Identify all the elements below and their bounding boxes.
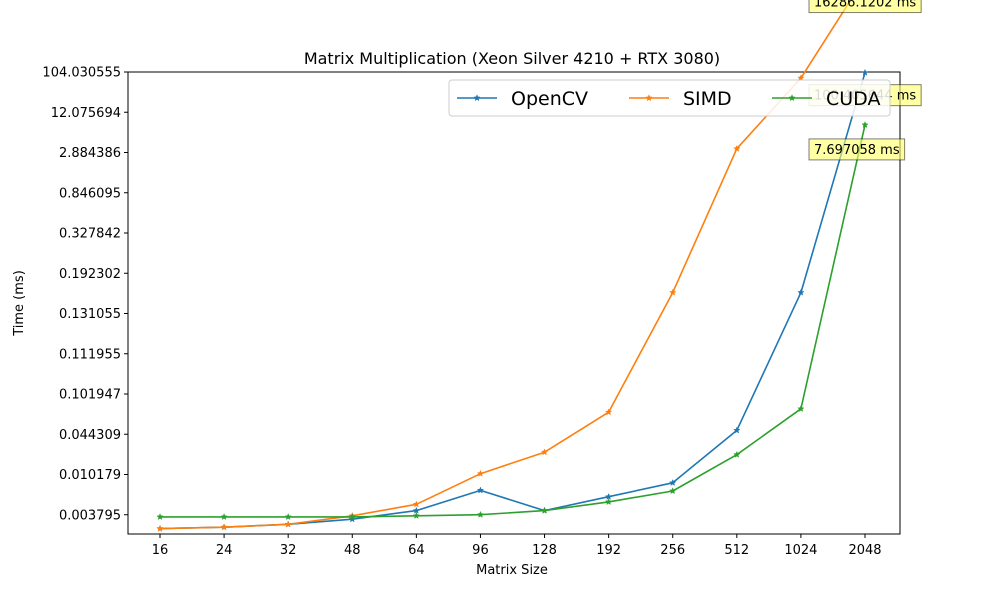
series-line-simd: [159, 0, 852, 530]
data-point-opencv: [797, 288, 805, 296]
data-point-opencv: [861, 68, 869, 76]
y-tick-label: 0.131055: [59, 307, 121, 322]
annotation-box: [808, 138, 906, 161]
data-point-simd: [284, 520, 292, 528]
x-tick-label: 1024: [784, 543, 817, 558]
data-point-cuda: [156, 513, 164, 521]
x-axis-title: Matrix Size: [476, 563, 548, 578]
data-point-cuda: [540, 506, 549, 514]
x-tick-label: 48: [344, 543, 361, 558]
legend-marker-opencv: [473, 94, 481, 102]
x-tick-label: 96: [472, 543, 489, 558]
series-line-cuda: [160, 124, 866, 518]
y-tick-label: 0.044309: [59, 428, 121, 443]
chart-title: Matrix Multiplication (Xeon Silver 4210 …: [304, 49, 720, 68]
data-point-simd: [412, 500, 421, 508]
data-point-cuda: [348, 513, 356, 521]
y-tick-label: 0.101947: [59, 388, 121, 403]
x-tick-label: 256: [660, 543, 685, 558]
x-tick-label: 128: [532, 543, 557, 558]
data-point-cuda: [412, 511, 421, 519]
annotation-label: 7.697058 ms: [814, 143, 900, 158]
data-point-simd: [669, 288, 677, 296]
data-point-cuda: [476, 510, 485, 518]
y-tick-label: 0.327842: [59, 227, 121, 242]
legend-marker-cuda: [788, 94, 796, 102]
x-tick-label: 192: [596, 543, 621, 558]
y-axis-title: Time (ms): [12, 270, 27, 337]
y-tick-label: 2.884386: [59, 146, 121, 161]
annotation-box: [808, 0, 922, 14]
data-point-cuda: [797, 404, 805, 412]
legend-frame: [448, 79, 891, 117]
data-point-cuda: [604, 498, 613, 506]
data-point-cuda: [861, 121, 869, 129]
data-point-opencv: [733, 426, 741, 434]
data-point-opencv: [348, 515, 356, 523]
x-tick-label: 2048: [848, 543, 881, 558]
legend-label-opencv: OpenCV: [511, 88, 588, 110]
y-tick-label: 0.010179: [59, 468, 121, 483]
y-tick-label: 0.003795: [59, 508, 121, 523]
data-point-opencv: [669, 478, 677, 486]
plot-frame: [127, 71, 901, 535]
plot-area: 16 24 32 48 64 96 128 192 256 512 1024 2048 0.003795…: [42, 0, 922, 558]
x-tick-label: 24: [216, 543, 233, 558]
data-point-simd: [220, 523, 228, 531]
x-tick-label: 32: [280, 543, 297, 558]
data-point-simd: [156, 524, 164, 532]
data-point-cuda: [220, 513, 228, 521]
y-tick-label: 0.111955: [59, 347, 121, 362]
y-tick-label: 12.075694: [51, 106, 121, 121]
y-tick-label: 0.846095: [59, 186, 121, 201]
data-point-opencv: [476, 486, 485, 494]
legend: OpenCV SIMD CUDA: [448, 79, 891, 117]
data-point-simd: [476, 469, 485, 477]
x-tick-label: 512: [724, 543, 749, 558]
annotation-label: 16286.1202 ms: [814, 0, 916, 11]
legend-label-cuda: CUDA: [826, 88, 880, 110]
data-point-cuda: [669, 487, 677, 495]
data-point-simd: [540, 448, 549, 456]
y-tick-label: 104.030555: [42, 66, 121, 81]
series-line-opencv: [159, 72, 866, 530]
data-point-cuda: [284, 513, 292, 521]
legend-marker-simd: [645, 94, 653, 102]
x-tick-label: 16: [152, 543, 169, 558]
y-tick-label: 0.192302: [59, 267, 121, 282]
legend-label-simd: SIMD: [683, 88, 732, 110]
data-point-simd: [733, 144, 741, 152]
data-point-simd: [604, 408, 613, 416]
x-tick-label: 64: [408, 543, 425, 558]
data-point-cuda: [733, 450, 741, 458]
